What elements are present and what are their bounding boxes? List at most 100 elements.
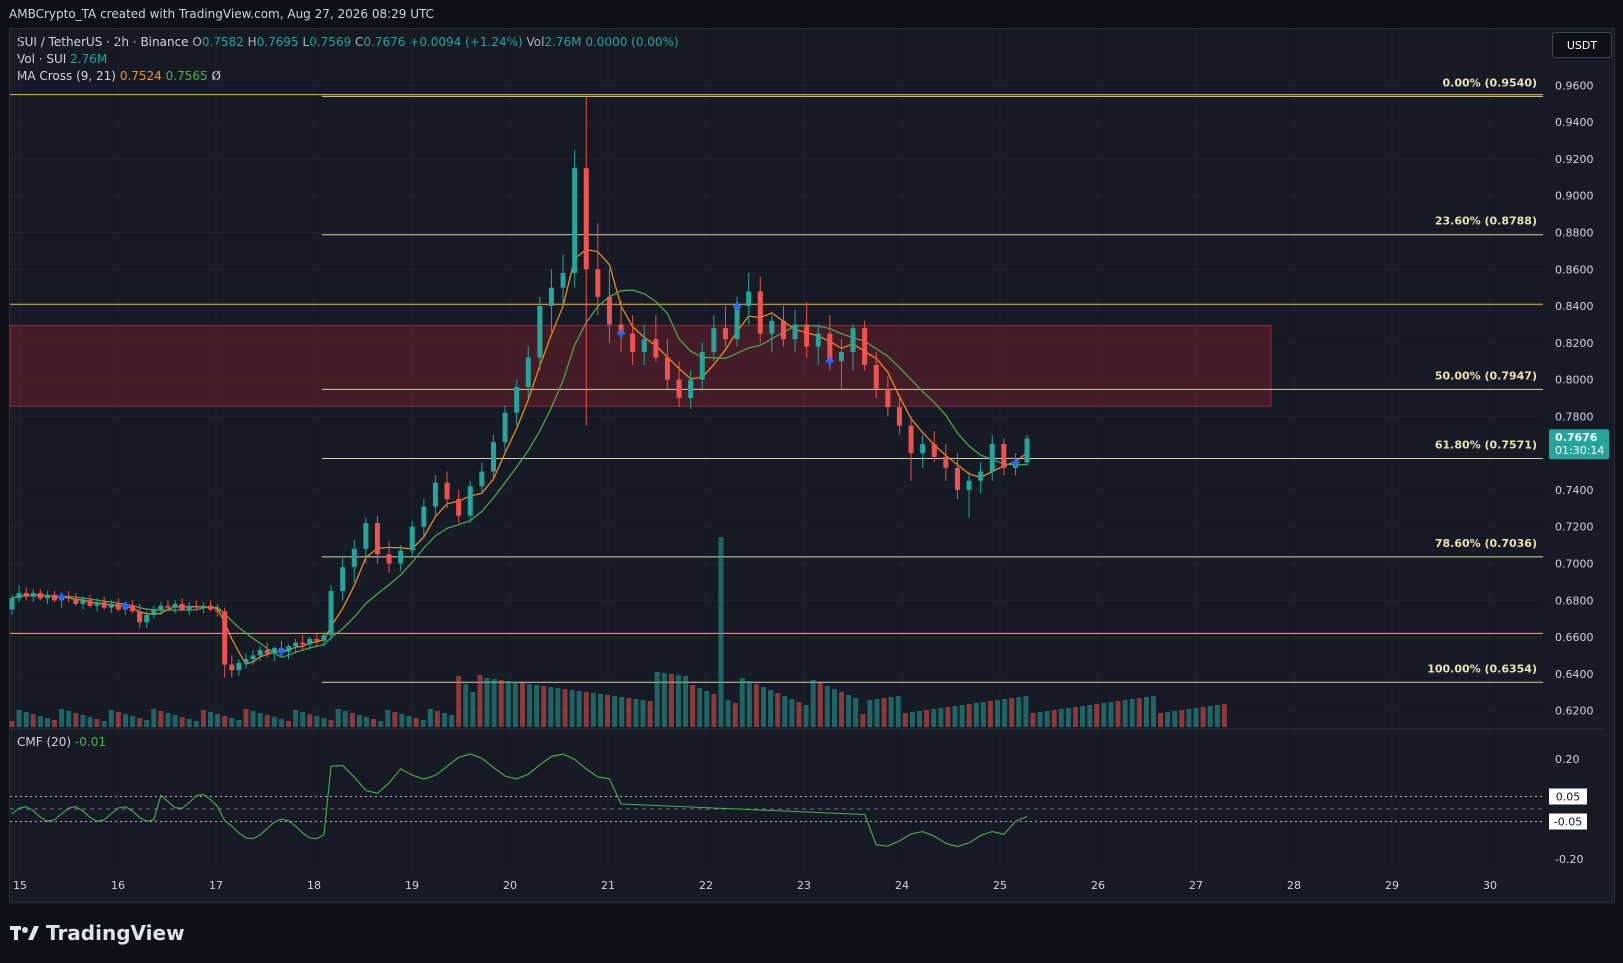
last-price-timer: 01:30:14 [1555,444,1604,457]
volume-bar [441,713,447,727]
currency-button[interactable]: USDT [1552,32,1612,58]
cmf-pane: 0.20 -0.20 0.05 -0.05 [10,728,1605,866]
volume-bar [909,712,915,727]
volume-bar [371,719,377,727]
volume-bar [1009,698,1015,727]
close-value: 0.7676 [363,35,406,49]
volume-bar [392,712,398,727]
moving-averages [11,248,1028,665]
volume-bar [959,705,965,727]
volume-bar [1207,706,1213,727]
candle-body [606,296,612,325]
volume-bar [945,707,951,727]
volume-bar [59,709,65,727]
ma-label[interactable]: MA Cross (9, 21) [17,69,116,83]
price-tick-label: 0.9200 [1555,153,1594,166]
ma-cross-marker [277,647,286,656]
time-tick-label: 26 [1091,879,1105,892]
volume-bar [151,709,157,727]
ma-slow-line [11,289,1028,658]
candle-body [456,499,462,516]
candle-body [37,592,43,599]
volume-bar [902,713,908,727]
volume-bar [250,711,256,727]
volume-bar [505,681,511,727]
candle-body [467,486,473,516]
volume-bar [590,693,596,727]
volume-bar [356,715,362,727]
time-tick-label: 21 [601,879,615,892]
volume-bar [335,709,341,727]
candle-body [165,605,171,608]
ma-cross-marker [121,601,130,610]
volume-bar [534,685,540,727]
candle-body [351,548,357,568]
volume-bar [1051,710,1057,727]
candle-body [931,443,937,457]
candle-body [688,379,694,398]
ma-cross-markers [57,302,1020,656]
volume-bar [179,717,185,727]
candle-body [186,605,192,610]
tradingview-logo-icon [10,926,39,940]
brand-name: TradingView [46,921,185,945]
volume-bar [583,692,589,727]
volume-bar [321,718,327,727]
volume-bar [108,710,114,727]
cmf-label[interactable]: CMF (20) [17,735,72,749]
volume-bar [683,676,689,727]
change-value: +0.0094 (+1.24%) [409,35,523,49]
ma-fast-value: 0.7524 [119,69,162,83]
volume-bar [122,714,128,727]
volume-bar [753,684,759,727]
candle-body [1024,438,1030,463]
candle-body [229,664,235,671]
resistance-zone [9,324,1272,407]
ma-legend-row: MA Cross (9, 21) 0.7524 0.7565 Ø [17,68,679,85]
volume-bar [271,717,277,727]
candle-body [978,471,984,481]
price-tick-label: 0.7000 [1555,558,1594,571]
volume-bar [385,710,391,727]
volume-bar [789,699,795,727]
volume-bar [924,710,930,727]
volume-bar [569,690,575,727]
time-tick-label: 16 [111,879,125,892]
candle-body [44,594,50,599]
time-tick-label: 19 [405,879,419,892]
chart-credit-header: AMBCrypto_TA created with TradingView.co… [9,7,435,21]
volume-bar [243,709,249,727]
candle-body [676,379,682,398]
volume-bar [23,712,29,727]
candle-body [23,592,29,597]
candle-body [664,357,670,380]
time-tick-label: 29 [1385,879,1399,892]
candle-body [87,600,93,606]
last-price-tag-bg [1549,429,1609,460]
volume-legend-row: Vol · SUI 2.76M [17,51,679,68]
candle-body [151,609,157,615]
volume-bar [548,687,554,727]
candle-body [236,662,242,671]
volume-bar [775,693,781,727]
price-tick-label: 0.6200 [1555,705,1594,718]
volume-bar [1080,706,1086,727]
price-tick-label: 0.9600 [1555,79,1594,92]
volume-bar [87,717,93,727]
volume-bar [817,683,823,727]
volume-bar [973,703,979,727]
volume-series-label[interactable]: Vol · SUI [17,52,67,66]
volume-bar [810,680,816,727]
candle-body [73,598,79,604]
volume-bar [746,681,752,727]
price-tick-label: 0.6400 [1555,668,1594,681]
symbol-label[interactable]: SUI / TetherUS · 2h · Binance [17,35,189,49]
volume-bar [9,721,15,727]
candle-body [920,443,926,454]
volume-bar [647,701,653,727]
candle-body [314,638,320,641]
candle-body [1001,443,1007,468]
candle-body [804,324,810,347]
candle-body [722,328,728,340]
